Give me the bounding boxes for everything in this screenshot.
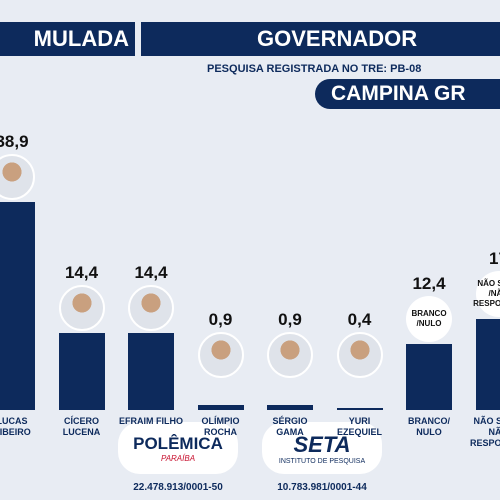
value-label: 14,4 [64,262,99,282]
candidate-photo [58,284,105,331]
badge: BRANCO /NULO [406,295,452,342]
category-label: NÃO SABE/ NÃO RESPONDEU [469,416,500,448]
category-label: YURI EZEQUIEL [336,416,382,437]
bar [128,332,174,410]
bar [406,343,452,410]
badge: NÃO SABE /NÃO RESPONDEU [473,271,500,318]
city: CAMPINA GR [331,82,466,105]
bar [0,201,35,410]
subtitle: PESQUISA REGISTRADA NO TRE: PB-08 [207,63,422,75]
logo2-sub: INSTITUTO DE PESQUISA [278,457,366,465]
value-label: 14,4 [134,262,168,282]
logo1: POLÊMICA [133,433,223,453]
value-label: 0,4 [347,310,372,329]
logo-seta: SETA INSTITUTO DE PESQUISA [262,422,382,474]
logo1-sub: PARAÍBA [160,453,196,463]
bar [267,405,313,410]
bar [197,405,244,410]
logo-box: SETA INSTITUTO DE PESQUISA [262,422,382,474]
value-label: 0,9 [278,310,302,329]
header-left: MULADA [0,22,135,56]
cnpj: 22.478.913/0001-50 [133,482,223,493]
logo-polemica: POLÊMICA PARAÍBA [118,422,238,474]
candidate-photo [0,153,35,200]
header-title-box: GOVERNADOR [141,22,500,56]
value-label: 12,4 [412,273,446,293]
value-label: 0,9 [208,310,233,329]
category-label: EFRAIM FILHO [119,416,183,426]
bar [336,407,383,410]
logo-box: POLÊMICA PARAÍBA [118,422,238,474]
category-label: BRANCO/ NULO [408,416,450,437]
value-label: 38,9 [0,131,29,151]
candidate-photo [267,332,313,378]
bar [475,319,500,410]
bar [58,332,105,410]
candidate-photo [128,284,174,331]
candidate-photo [336,332,383,378]
title: GOVERNADOR [257,26,418,51]
city-box: CAMPINA GR [315,79,500,109]
category-label: OLÍMPIO ROCHA [201,416,240,437]
category-label: LUCAS RIBEIRO [0,416,31,437]
candidate-photo [197,332,244,378]
header-left-text: MULADA [33,26,129,51]
category-label: SÉRGIO GAMA [272,416,308,437]
category-label: CÍCERO LUCENA [62,416,101,437]
logo2: SETA [293,431,351,457]
cnpj: 10.783.981/0001-44 [277,482,367,493]
value-label: 17 [489,249,500,269]
